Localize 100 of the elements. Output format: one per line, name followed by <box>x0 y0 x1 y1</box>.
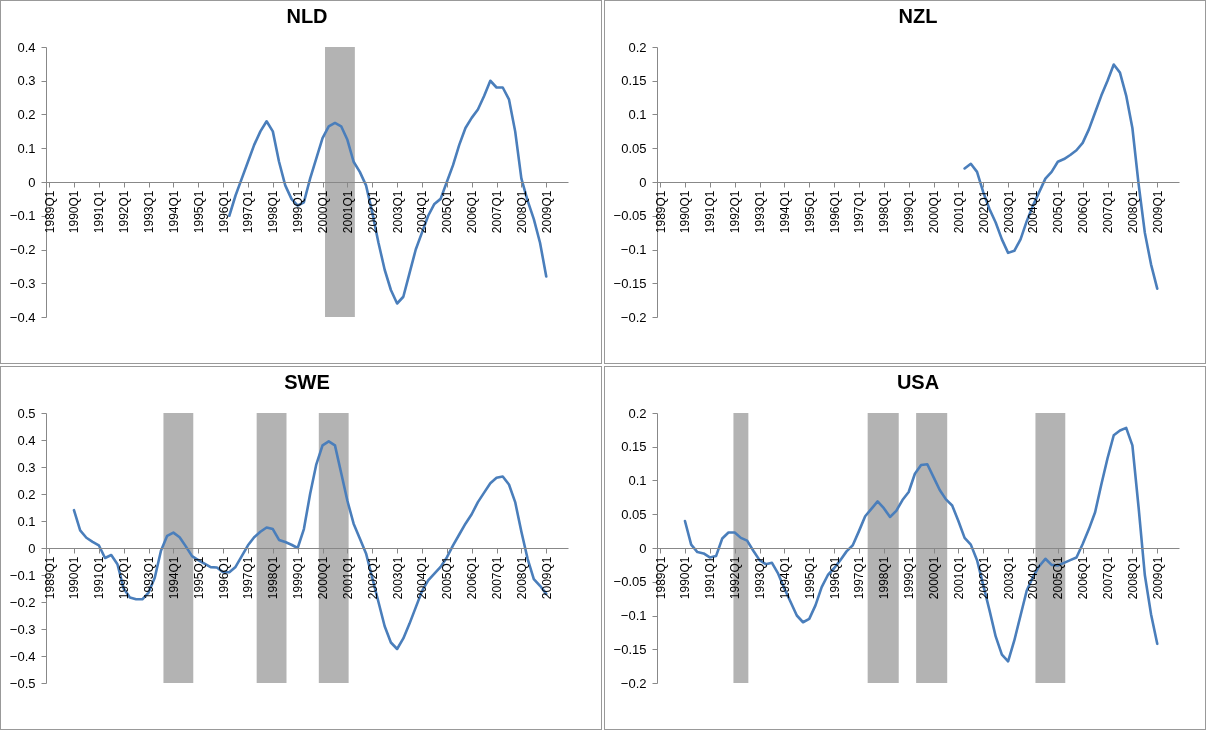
x-tick-label: 1996Q1 <box>827 190 842 234</box>
y-tick-label: −0.1 <box>620 608 647 623</box>
chart-title: USA <box>896 371 940 393</box>
x-tick-label: 2007Q1 <box>1101 556 1116 600</box>
y-tick-label: 0.05 <box>621 506 647 522</box>
y-tick-label: 0.15 <box>621 439 647 455</box>
y-tick-label: −0.4 <box>9 309 36 325</box>
y-tick-label: 0.1 <box>628 107 647 122</box>
x-tick-label: 2003Q1 <box>1001 556 1016 600</box>
y-tick-label: −0.2 <box>9 594 36 610</box>
x-tick-label: 1998Q1 <box>266 556 281 600</box>
y-tick-label: 0.5 <box>17 405 36 421</box>
x-tick-label: 1997Q1 <box>852 190 867 234</box>
x-tick-label: 2002Q1 <box>365 190 380 234</box>
y-tick-label: 0.4 <box>17 432 36 448</box>
y-tick-label: −0.15 <box>613 641 647 657</box>
x-tick-label: 2000Q1 <box>316 190 331 234</box>
x-tick-label: 1995Q1 <box>802 556 817 600</box>
x-tick-label: 1993Q1 <box>753 190 768 234</box>
x-tick-label: 1999Q1 <box>291 190 306 234</box>
x-tick-label: 1995Q1 <box>191 190 206 234</box>
x-tick-label: 1989Q1 <box>42 556 57 600</box>
x-tick-label: 2002Q1 <box>976 556 991 600</box>
x-tick-label: 2004Q1 <box>415 190 430 234</box>
y-tick-label: −0.1 <box>9 208 36 224</box>
x-tick-label: 1993Q1 <box>142 556 157 600</box>
x-tick-label: 1997Q1 <box>852 556 867 600</box>
x-tick-label: 2002Q1 <box>365 556 380 600</box>
x-tick-label: 1990Q1 <box>67 556 82 600</box>
x-tick-label: 2000Q1 <box>927 190 942 234</box>
x-tick-label: 2000Q1 <box>927 556 942 600</box>
x-tick-label: 2006Q1 <box>1076 190 1091 234</box>
x-tick-label: 1992Q1 <box>117 190 132 234</box>
x-tick-label: 2007Q1 <box>1101 190 1116 234</box>
x-tick-label: 1998Q1 <box>877 556 892 600</box>
x-tick-label: 2004Q1 <box>1026 556 1041 600</box>
y-tick-label: 0 <box>639 540 647 556</box>
x-tick-label: 2007Q1 <box>490 190 505 234</box>
x-tick-label: 2008Q1 <box>514 190 529 234</box>
chart-title: SWE <box>284 371 330 393</box>
y-tick-label: −0.2 <box>620 309 647 325</box>
y-tick-label: 0.05 <box>621 140 647 156</box>
x-tick-label: 2001Q1 <box>951 556 966 600</box>
x-tick-label: 2006Q1 <box>1076 556 1091 600</box>
y-tick-label: −0.05 <box>613 208 647 224</box>
x-tick-label: 2003Q1 <box>390 190 405 234</box>
x-tick-label: 1996Q1 <box>827 556 842 600</box>
y-tick-label: −0.3 <box>9 275 36 291</box>
y-tick-label: −0.4 <box>9 648 36 664</box>
x-tick-label: 2009Q1 <box>1150 556 1165 600</box>
y-tick-label: 0.2 <box>628 405 647 421</box>
x-tick-label: 1998Q1 <box>266 190 281 234</box>
x-tick-label: 1991Q1 <box>703 556 718 600</box>
x-tick-label: 1990Q1 <box>67 190 82 234</box>
x-tick-label: 2009Q1 <box>1150 190 1165 234</box>
x-tick-label: 1991Q1 <box>92 556 107 600</box>
chart-title: NLD <box>286 5 328 27</box>
x-tick-label: 1989Q1 <box>653 556 668 600</box>
y-tick-label: −0.5 <box>9 675 36 691</box>
x-tick-label: 2001Q1 <box>340 556 355 600</box>
x-tick-label: 2009Q1 <box>539 190 554 234</box>
x-tick-label: 1994Q1 <box>777 190 792 234</box>
x-tick-label: 2005Q1 <box>1051 556 1066 600</box>
x-tick-label: 2008Q1 <box>514 556 529 600</box>
y-tick-label: 0.1 <box>17 140 36 156</box>
x-tick-label: 1999Q1 <box>902 190 917 234</box>
x-tick-label: 2005Q1 <box>440 190 455 234</box>
y-tick-label: −0.15 <box>613 275 647 291</box>
y-tick-label: −0.3 <box>9 621 36 637</box>
x-tick-label: 1999Q1 <box>291 556 306 600</box>
y-tick-label: 0.3 <box>17 459 36 475</box>
x-tick-label: 2004Q1 <box>1026 190 1041 234</box>
y-tick-label: −0.05 <box>613 574 647 590</box>
x-tick-label: 2008Q1 <box>1125 190 1140 234</box>
y-tick-label: 0.2 <box>628 39 647 55</box>
y-tick-label: −0.2 <box>9 242 36 257</box>
x-tick-label: 1994Q1 <box>166 190 181 234</box>
y-tick-label: 0 <box>28 174 36 190</box>
x-tick-label: 1993Q1 <box>753 556 768 600</box>
x-tick-label: 1995Q1 <box>802 190 817 234</box>
y-tick-label: 0 <box>639 174 647 190</box>
y-tick-label: 0.15 <box>621 73 647 89</box>
y-tick-label: 0.1 <box>17 513 36 529</box>
y-tick-label: −0.2 <box>620 675 647 691</box>
y-tick-label: −0.1 <box>620 242 647 257</box>
chart-title: NZL <box>898 5 938 27</box>
x-tick-label: 2004Q1 <box>415 556 430 600</box>
y-tick-label: 0.2 <box>17 107 36 122</box>
x-tick-label: 2006Q1 <box>465 556 480 600</box>
x-tick-label: 1991Q1 <box>92 190 107 234</box>
y-tick-label: 0.2 <box>17 486 36 502</box>
x-tick-label: 1996Q1 <box>216 556 231 600</box>
x-tick-label: 2005Q1 <box>1051 190 1066 234</box>
x-tick-label: 1999Q1 <box>902 556 917 600</box>
y-tick-label: 0.4 <box>17 39 36 55</box>
x-tick-label: 1992Q1 <box>728 190 743 234</box>
x-tick-label: 1990Q1 <box>678 190 693 234</box>
x-tick-label: 1997Q1 <box>241 190 256 234</box>
x-tick-label: 1995Q1 <box>191 556 206 600</box>
x-tick-label: 1997Q1 <box>241 556 256 600</box>
